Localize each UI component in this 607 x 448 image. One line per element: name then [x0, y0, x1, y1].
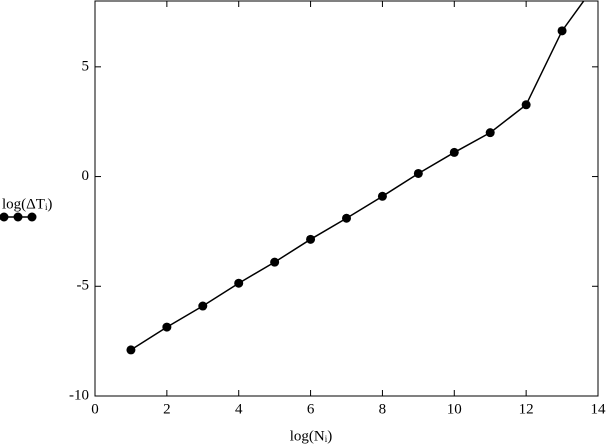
legend-marker [27, 212, 37, 222]
series-line [130, 1, 585, 351]
data-point [342, 213, 351, 223]
x-tick-label: 2 [163, 401, 171, 417]
data-point [270, 257, 280, 267]
x-axis-label: log(Nᵢ) [290, 428, 332, 444]
data-point [449, 147, 459, 157]
data-point [162, 322, 172, 332]
x-tick-label: 12 [519, 401, 534, 417]
x-tick-label: 6 [307, 401, 315, 417]
data-point [377, 191, 387, 201]
x-tick-label: 0 [91, 401, 99, 417]
data-point [234, 278, 244, 288]
legend-marker [13, 212, 23, 222]
data-point [126, 345, 136, 355]
legend-marker [0, 212, 9, 222]
x-tick-label: 8 [379, 401, 387, 417]
legend-label: log(ΔTᵢ) [2, 196, 52, 212]
data-point [557, 26, 567, 36]
plot-area [126, 1, 585, 355]
x-tick-label: 14 [591, 401, 607, 417]
x-tick-label: 10 [447, 401, 462, 417]
data-point [485, 128, 495, 138]
data-point [306, 234, 316, 244]
x-tick-label: 4 [235, 401, 243, 417]
plot-frame [94, 0, 599, 397]
y-tick-label: 0 [82, 168, 90, 184]
data-point [413, 168, 423, 178]
y-tick-label: 5 [82, 58, 90, 74]
y-tick-label: -10 [69, 387, 89, 403]
data-point [198, 301, 208, 311]
data-point [521, 100, 531, 110]
y-tick-label: -5 [77, 278, 90, 294]
